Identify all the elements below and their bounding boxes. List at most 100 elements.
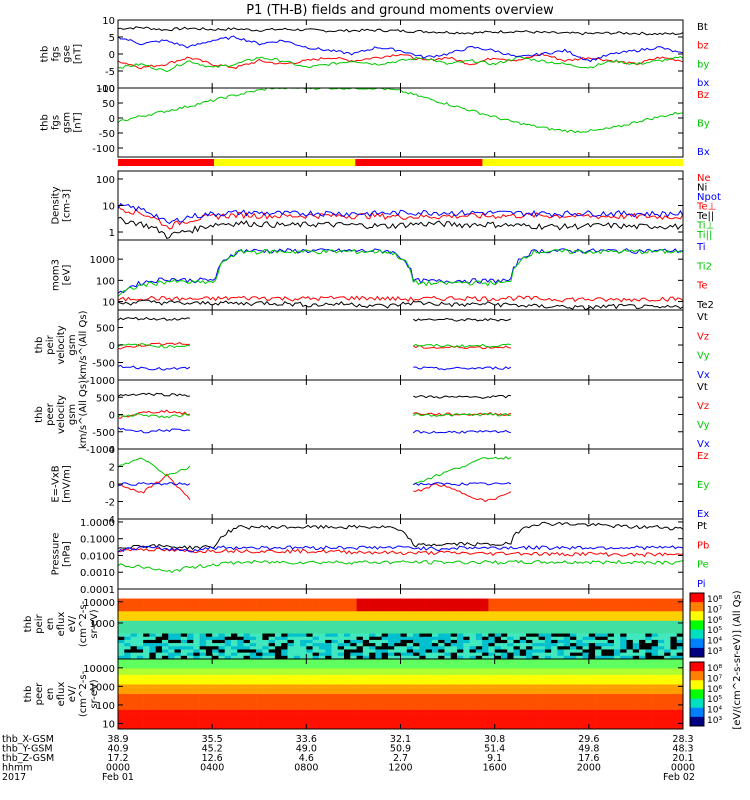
spectrogram-cell	[425, 722, 433, 727]
spectrogram-cell	[375, 671, 382, 676]
spectrogram-cell	[256, 598, 263, 603]
spectrogram-cell	[588, 643, 596, 647]
spectrogram-cell	[595, 592, 602, 596]
spectrogram-cell	[544, 716, 552, 720]
spectrogram-cell	[344, 633, 351, 638]
y-axis-label: en	[45, 688, 56, 701]
spectrogram-cell	[180, 611, 188, 615]
spectrogram-cell	[595, 678, 602, 682]
spectrogram-cell	[626, 716, 634, 720]
spectrogram-cell	[394, 687, 401, 692]
spectrogram-cell	[231, 604, 238, 609]
spectrogram-cell	[601, 630, 608, 634]
spectrogram-cell	[274, 589, 282, 593]
spectrogram-cell	[639, 725, 646, 730]
spectrogram-cell	[670, 690, 678, 695]
spectrogram-cell	[274, 687, 282, 692]
spectrogram-cell	[570, 627, 577, 631]
spectrogram-cell	[488, 690, 495, 695]
spectrogram-cell	[212, 617, 219, 622]
spectrogram-cell	[243, 620, 251, 625]
spectrogram-cell	[262, 630, 269, 634]
spectrogram-cell	[413, 636, 420, 641]
spectrogram-cell	[218, 643, 226, 647]
spectrogram-cell	[613, 624, 621, 628]
spectrogram-cell	[375, 690, 382, 695]
spectrogram-cell	[601, 643, 608, 647]
spectrogram-cell	[607, 671, 615, 676]
spectrogram-cell	[149, 608, 156, 612]
y-tick-label: -100	[92, 144, 115, 155]
spectrogram-cell	[670, 697, 678, 701]
spectrogram-cell	[187, 652, 194, 657]
spectrogram-cell	[337, 620, 345, 625]
spectrogram-cell	[557, 636, 565, 641]
spectrogram-cell	[337, 652, 345, 657]
spectrogram-cell	[664, 617, 671, 622]
spectrogram-cell	[130, 643, 138, 647]
spectrogram-cell	[155, 643, 163, 647]
spectrogram-cell	[318, 687, 326, 692]
spectrogram-cell	[482, 604, 489, 609]
spectrogram-cell	[601, 620, 608, 625]
spectrogram-cell	[262, 598, 269, 603]
spectrogram-cell	[350, 611, 357, 615]
spectrogram-cell	[563, 671, 571, 676]
spectrogram-cell	[570, 694, 577, 698]
spectrogram-cell	[657, 633, 665, 638]
spectrogram-cell	[588, 700, 596, 704]
spectrogram-cell	[513, 646, 521, 650]
y-tick-label: -500	[92, 359, 115, 370]
spectrogram-cell	[526, 671, 533, 676]
spectrogram-cell	[161, 703, 169, 708]
colorbar-tick-label: 10⁵	[707, 626, 722, 636]
spectrogram-cell	[676, 624, 684, 628]
spectrogram-cell	[607, 700, 615, 704]
spectrogram-cell	[331, 725, 339, 730]
spectrogram-cell	[155, 595, 163, 599]
spectrogram-cell	[118, 595, 125, 599]
spectrogram-cell	[469, 639, 477, 644]
spectrogram-cell	[256, 589, 263, 593]
spectrogram-cell	[124, 716, 131, 720]
spectrogram-cell	[419, 633, 426, 638]
spectrogram-cell	[425, 620, 433, 625]
spectrogram-cell	[576, 646, 583, 650]
spectrogram-cell	[469, 649, 477, 653]
spectrogram-cell	[582, 681, 590, 685]
spectrogram-cell	[350, 687, 357, 692]
spectrogram-cell	[645, 598, 652, 603]
spectrogram-cell	[419, 630, 426, 634]
spectrogram-cell	[306, 674, 313, 679]
spectrogram-cell	[344, 706, 351, 711]
spectrogram-cell	[538, 630, 546, 634]
spectrogram-cell	[444, 630, 452, 634]
spectrogram-cell	[325, 624, 332, 628]
spectrogram-cell	[475, 608, 483, 612]
spectrogram-cell	[595, 706, 602, 711]
spectrogram-cell	[406, 630, 414, 634]
spectrogram-cell	[538, 636, 546, 641]
spectrogram-cell	[513, 665, 521, 669]
spectrogram-cell	[161, 592, 169, 596]
spectrogram-cell	[149, 592, 156, 596]
spectrogram-cell	[551, 639, 558, 644]
spectrogram-cell	[350, 690, 357, 695]
series-line-4-1	[117, 342, 511, 350]
spectrogram-cell	[237, 604, 244, 609]
spectrogram-cell	[425, 709, 433, 714]
spectrogram-cell	[293, 652, 301, 657]
spectrogram-cell	[475, 722, 483, 727]
spectrogram-cell	[639, 722, 646, 727]
spectrogram-cell	[362, 706, 370, 711]
spectrogram-cell	[425, 687, 433, 692]
spectrogram-cell	[576, 627, 583, 631]
spectrogram-cell	[475, 706, 483, 711]
spectrogram-cell	[595, 649, 602, 653]
spectrogram-cell	[657, 652, 665, 657]
spectrogram-cell	[500, 604, 508, 609]
spectrogram-cell	[488, 659, 495, 663]
spectrogram-cell	[538, 646, 546, 650]
spectrogram-cell	[406, 611, 414, 615]
series-line-5-2	[117, 412, 512, 419]
